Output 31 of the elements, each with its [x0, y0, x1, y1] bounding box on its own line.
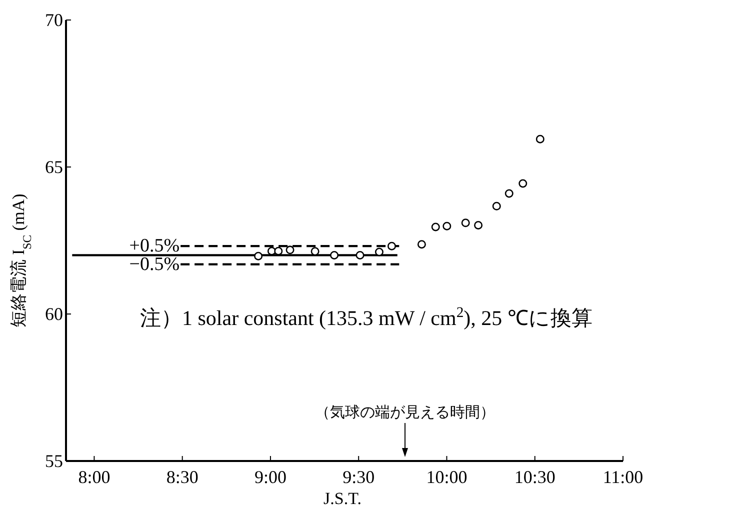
point: [518, 179, 528, 188]
y-tick-label: 60: [45, 304, 63, 324]
point: [286, 246, 294, 254]
x-tick-label: 9:00: [254, 467, 286, 487]
point: [461, 218, 470, 228]
point: [417, 240, 426, 249]
x-tick-label: 8:30: [166, 467, 198, 487]
y-tick-label: 55: [45, 451, 63, 471]
x-tick-label: 9:30: [342, 467, 375, 487]
point: [504, 189, 514, 198]
x-tick-label: 11:00: [602, 467, 644, 487]
x-tick-label: 8:00: [78, 467, 110, 487]
point: [274, 246, 283, 256]
annotation: 注）1 solar constant (135.3 mW / cm$^{2}$), 25 ℃に換算: [140, 305, 592, 330]
point: [431, 222, 440, 232]
point: [356, 250, 364, 260]
annotation: （気球の端が見える時間）: [315, 404, 495, 421]
x-tick-label: 10:30: [514, 467, 556, 487]
point: [374, 248, 384, 256]
x-axis-title: J.S.T.: [324, 489, 362, 507]
point: [536, 134, 544, 144]
y-tick-label: 65: [45, 157, 63, 177]
point: [330, 250, 339, 260]
x-tick-label: 10:00: [426, 467, 468, 487]
point: [267, 246, 276, 256]
point: [387, 242, 396, 250]
point: [474, 220, 483, 230]
point: [254, 252, 263, 260]
point: [442, 222, 452, 230]
point: [492, 202, 501, 210]
y-tick-label: 70: [45, 10, 63, 30]
